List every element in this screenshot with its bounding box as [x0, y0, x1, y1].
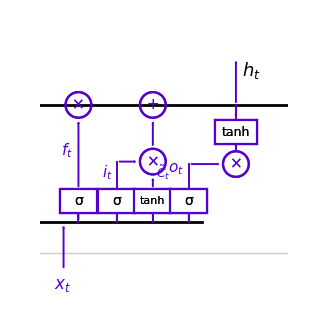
Text: tanh: tanh	[222, 125, 250, 139]
Text: ×: ×	[147, 154, 159, 169]
Text: ×: ×	[229, 156, 242, 172]
Text: $i_t$: $i_t$	[102, 164, 112, 182]
FancyBboxPatch shape	[60, 189, 97, 213]
FancyBboxPatch shape	[170, 189, 207, 213]
Text: ×: ×	[72, 97, 85, 112]
Text: +: +	[147, 97, 159, 112]
FancyBboxPatch shape	[134, 189, 172, 213]
Text: σ: σ	[184, 194, 193, 208]
Text: σ: σ	[113, 194, 121, 208]
FancyBboxPatch shape	[134, 189, 172, 213]
FancyBboxPatch shape	[170, 189, 207, 213]
FancyBboxPatch shape	[215, 120, 257, 144]
Text: $\tilde{C}_t$: $\tilde{C}_t$	[156, 164, 170, 182]
Text: ×: ×	[72, 97, 85, 112]
Text: tanh: tanh	[222, 125, 250, 139]
Text: tanh: tanh	[140, 196, 165, 206]
FancyBboxPatch shape	[98, 189, 135, 213]
Text: σ: σ	[74, 194, 83, 208]
Text: σ: σ	[74, 194, 83, 208]
Text: $x_t$: $x_t$	[54, 276, 71, 294]
Text: $h_t$: $h_t$	[242, 60, 261, 81]
Text: σ: σ	[113, 194, 121, 208]
FancyBboxPatch shape	[98, 189, 135, 213]
Text: σ: σ	[184, 194, 193, 208]
FancyBboxPatch shape	[60, 189, 97, 213]
Text: ×: ×	[147, 154, 159, 169]
Text: $o_t$: $o_t$	[167, 161, 183, 177]
Text: ×: ×	[229, 156, 242, 172]
Text: +: +	[147, 97, 159, 112]
FancyBboxPatch shape	[215, 120, 257, 144]
Text: $f_t$: $f_t$	[61, 142, 73, 160]
Text: tanh: tanh	[140, 196, 165, 206]
